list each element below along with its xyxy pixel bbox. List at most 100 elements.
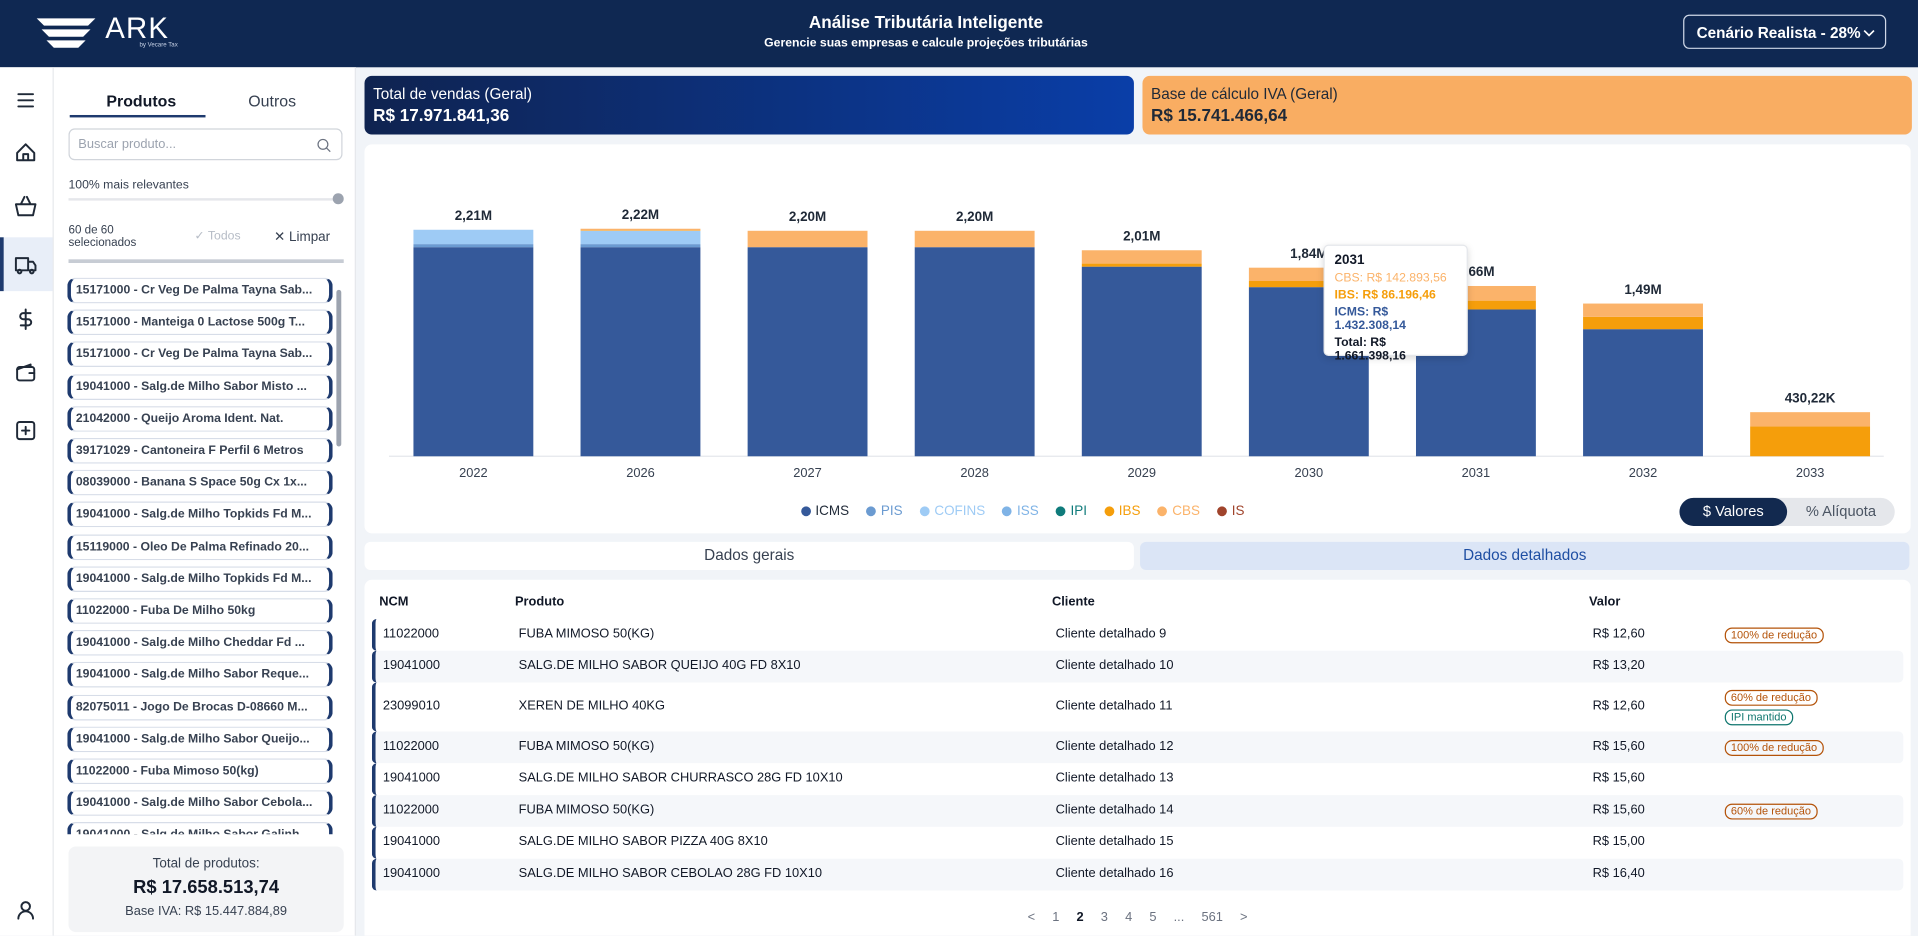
select-all[interactable]: ✓ Todos: [194, 229, 241, 244]
page-link[interactable]: <: [1027, 910, 1036, 925]
tab-underline: [69, 114, 206, 118]
wallet-icon[interactable]: [16, 363, 36, 382]
x-tick-label: 2027: [793, 465, 822, 480]
legend-label: ICMS: [815, 503, 850, 519]
chart: 2022 2,21M 2026 2,22M 2027 2,20M 2028 2,20M 2029…: [388, 207, 1884, 480]
bar-segment: [1583, 303, 1703, 317]
cell-ncm: 11022000: [382, 802, 440, 818]
cell-produto: SALG.DE MILHO SABOR CHURRASCO 28G FD 10X…: [518, 770, 843, 786]
bar-segment: [580, 228, 701, 231]
product-item[interactable]: 19041000 - Salg.de Milho Sabor Reque...: [67, 662, 333, 688]
total-label: Total de produtos:: [152, 856, 260, 871]
cell-valor: R$ 15,60: [1592, 770, 1645, 786]
page-link[interactable]: 1: [1052, 910, 1060, 925]
scenario-label: Cenário Realista - 28%: [1696, 24, 1861, 42]
cell-cliente: Cliente detalhado 12: [1055, 738, 1174, 754]
total-label: 1,84M: [1290, 246, 1327, 261]
bar-segment: [413, 229, 534, 245]
page-link[interactable]: 3: [1100, 910, 1108, 925]
page-link[interactable]: 2: [1076, 910, 1084, 925]
page-link[interactable]: >: [1240, 910, 1248, 925]
tab-detailed[interactable]: Dados detalhados: [1140, 541, 1910, 571]
legend-swatch: [1157, 506, 1168, 517]
product-item[interactable]: 19041000 - Salg.de Milho Sabor Galinh...: [67, 822, 333, 835]
clear[interactable]: ✕ Limpar: [273, 229, 331, 245]
legend-label: IBS: [1118, 503, 1141, 519]
page-link[interactable]: 4: [1125, 910, 1133, 925]
user-icon[interactable]: [17, 901, 35, 920]
rail-icons: [0, 93, 53, 920]
search-box[interactable]: Buscar produto...: [68, 128, 343, 161]
base-iva: Base IVA: R$ 15.447.884,89: [125, 903, 288, 919]
x-tick-label: 2031: [1462, 465, 1491, 480]
product-item[interactable]: 11022000 - Fuba De Milho 50kg: [67, 598, 333, 624]
toggle-rate[interactable]: % Alíquota: [1805, 502, 1877, 520]
cell-valor: R$ 12,60: [1592, 698, 1645, 714]
x-tick-label: 2028: [960, 465, 989, 480]
legend-swatch: [1104, 506, 1114, 517]
table-card: NCM Produto Cliente Valor <1 2 3 4 5... 561 > …: [364, 579, 1911, 936]
table-row: 11022000 FUBA MIMOSO 50(KG) Cliente detalh…: [371, 618, 1904, 651]
card-value: R$ 15.741.466,64: [1151, 105, 1288, 125]
legend-swatch: [1217, 506, 1227, 517]
table-row: 23099010 XEREN DE MILHO 40KG Cliente detal…: [371, 682, 1904, 732]
product-item[interactable]: 39171029 - Cantoneira F Perfil 6 Metros: [67, 437, 333, 464]
toggle-values[interactable]: $ Valores: [1679, 497, 1788, 526]
add-icon[interactable]: [16, 421, 36, 441]
product-item[interactable]: 19041000 - Salg.de Milho Cheddar Fd ...: [67, 630, 333, 656]
total-label: 1,49M: [1624, 282, 1661, 297]
product-item[interactable]: 19041000 - Salg.de Milho Sabor Cebola...: [67, 790, 333, 817]
dollar-icon[interactable]: [19, 308, 33, 331]
cell-ncm: 11022000: [382, 738, 440, 754]
home-icon[interactable]: [16, 143, 36, 162]
tab-products[interactable]: Produtos: [106, 91, 177, 111]
total-label: 2,01M: [1123, 228, 1160, 243]
x-tick-label: 2026: [626, 465, 655, 480]
tab-general[interactable]: Dados gerais: [364, 541, 1134, 571]
cell-valor: R$ 16,40: [1592, 866, 1645, 881]
subtitle: Gerencie suas empresas e calcule projeçõ…: [764, 36, 1088, 51]
product-item[interactable]: 15171000 - Cr Veg De Palma Tayna Sab...: [67, 277, 333, 304]
bar-segment: [580, 230, 701, 231]
bar-segment: [747, 230, 868, 248]
total-value: R$ 17.658.513,74: [133, 877, 280, 898]
cell-valor: R$ 15,00: [1592, 834, 1645, 849]
cell-ncm: 23099010: [382, 698, 441, 714]
page-link[interactable]: 561: [1201, 910, 1223, 925]
legend-item: COFINS: [919, 504, 985, 519]
bar-segment: [747, 247, 868, 457]
product-item[interactable]: 08039000 - Banana S Space 50g Cx 1x...: [67, 469, 333, 496]
cell-cliente: Cliente detalhado 10: [1055, 658, 1174, 673]
product-item[interactable]: 15171000 - Cr Veg De Palma Tayna Sab...: [67, 341, 333, 368]
product-item[interactable]: 19041000 - Salg.de Milho Topkids Fd M...: [67, 566, 333, 592]
product-item[interactable]: 19041000 - Salg.de Milho Sabor Queijo...: [67, 726, 333, 753]
product-item[interactable]: 19041000 - Salg.de Milho Sabor Misto ...: [67, 373, 333, 400]
legend-label: IS: [1231, 503, 1245, 519]
product-item[interactable]: 19041000 - Salg.de Milho Topkids Fd M...: [67, 501, 333, 528]
product-item[interactable]: 11022000 - Fuba Mimoso 50(kg): [67, 758, 333, 785]
tab-others[interactable]: Outros: [248, 91, 297, 111]
cell-valor: R$ 12,60: [1592, 626, 1645, 641]
product-item[interactable]: 15171000 - Manteiga 0 Lactose 500g T...: [67, 309, 333, 336]
product-item[interactable]: 82075011 - Jogo De Brocas D-08660 M...: [67, 694, 333, 720]
cell-produto: FUBA MIMOSO 50(KG): [518, 802, 655, 818]
product-item[interactable]: 15119000 - Oleo De Palma Refinado 20...: [67, 534, 333, 560]
value-toggle[interactable]: $ Valores % Alíquota: [1679, 497, 1895, 526]
legend-item: IPI: [1055, 504, 1087, 519]
table-row: 19041000 SALG.DE MILHO SABOR CHURRASCO 28…: [371, 763, 1904, 796]
product-item[interactable]: 21042000 - Queijo Aroma Ident. Nat.: [67, 405, 333, 432]
selected-count: 60 de 60 selecionados: [68, 223, 137, 250]
page-link[interactable]: 5: [1149, 910, 1157, 925]
table-row: 11022000 FUBA MIMOSO 50(KG) Cliente detalh…: [371, 795, 1904, 827]
slider-knob[interactable]: [332, 193, 344, 205]
tooltip-line: Total: R$ 1.661.398,16: [1334, 336, 1406, 364]
cell-ncm: 19041000: [382, 834, 441, 849]
badge: 60% de redução: [1724, 689, 1818, 706]
page-link[interactable]: ...: [1173, 910, 1185, 925]
truck-icon[interactable]: [14, 257, 37, 275]
basket-icon[interactable]: [14, 195, 37, 217]
scenario-select[interactable]: Cenário Realista - 28%: [1683, 14, 1887, 49]
tooltip: 2031 CBS: R$ 142.893,56 IBS: R$ 86.196,4…: [1323, 244, 1468, 363]
card-label: Total de vendas (Geral): [373, 85, 533, 103]
menu-icon[interactable]: [17, 93, 35, 108]
